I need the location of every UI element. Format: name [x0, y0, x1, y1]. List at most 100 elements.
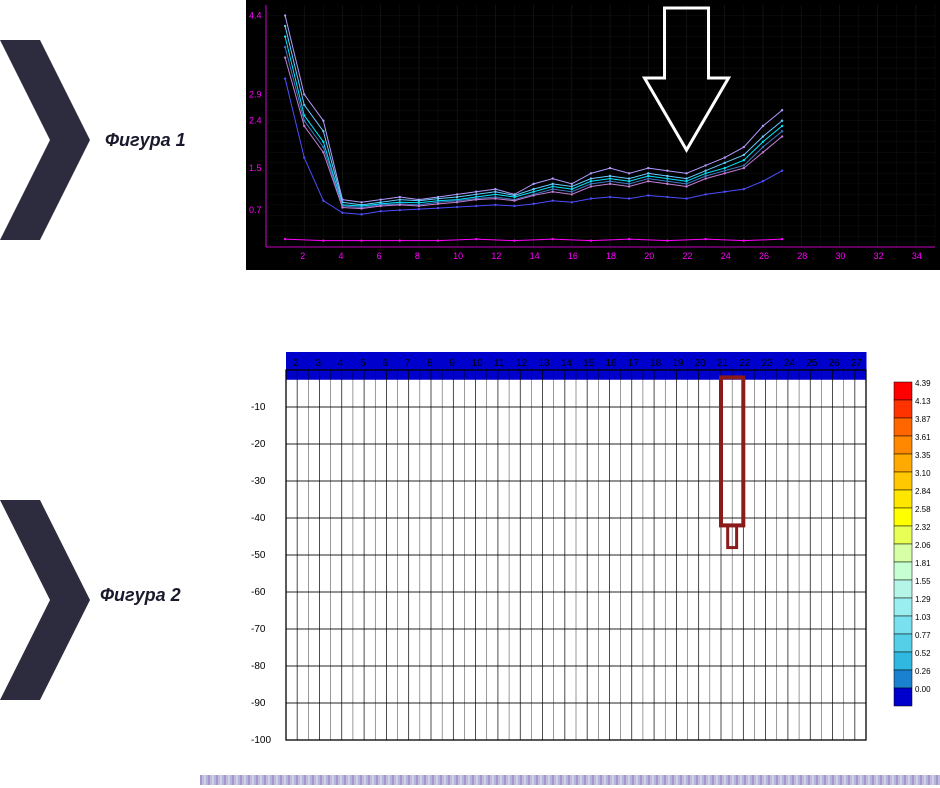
chart1-marker	[666, 177, 668, 179]
chart1-marker	[666, 196, 668, 198]
chart2-xtick: 3	[315, 358, 321, 369]
chart2-xtick: 2	[293, 358, 299, 369]
chart1-marker	[552, 188, 554, 190]
heatmap-cell	[531, 370, 543, 380]
chart1-marker	[532, 194, 534, 196]
legend-value: 3.87	[915, 415, 931, 424]
chart1-marker	[322, 130, 324, 132]
legend-value: 1.81	[915, 559, 931, 568]
chart1-marker	[724, 170, 726, 172]
chart1-marker	[609, 183, 611, 185]
chart2-xtick: 6	[382, 358, 388, 369]
chart1-marker	[743, 154, 745, 156]
chart1-marker	[666, 183, 668, 185]
chart2-ytick: -50	[251, 550, 266, 561]
chart1-marker	[399, 209, 401, 211]
chart1-marker	[437, 239, 439, 241]
chart1-marker	[724, 191, 726, 193]
chart1-marker	[590, 185, 592, 187]
chart1-marker	[513, 239, 515, 241]
heatmap-cell	[509, 370, 521, 380]
chart2-xtick: 7	[405, 358, 411, 369]
legend-value: 4.39	[915, 379, 931, 388]
chart2-xtick: 11	[494, 358, 505, 369]
chart2-xtick: 26	[829, 358, 841, 369]
chart2-xtick: 18	[650, 358, 662, 369]
chart1-marker	[571, 183, 573, 185]
chart1-marker	[724, 167, 726, 169]
chart2-ytick: -40	[251, 513, 266, 524]
chart2-xtick: 20	[695, 358, 707, 369]
chart1-marker	[647, 194, 649, 196]
heatmap-cell	[409, 370, 421, 380]
chart2-xtick: 19	[672, 358, 684, 369]
chart2-xtick: 12	[516, 358, 528, 369]
legend-value: 0.26	[915, 667, 931, 676]
chart1-marker	[666, 175, 668, 177]
chart1-marker	[685, 197, 687, 199]
heatmap-cell	[587, 370, 599, 380]
chart1-marker	[532, 203, 534, 205]
chart1-marker	[303, 104, 305, 106]
chart1-marker	[494, 204, 496, 206]
heatmap-cell	[297, 361, 309, 371]
decorative-strip	[200, 775, 940, 785]
chart1-marker	[781, 238, 783, 240]
chart2-svg: 2345678910111213141516171819202122232425…	[246, 352, 940, 752]
heatmap-cell	[342, 370, 354, 380]
legend-swatch	[894, 382, 912, 400]
heatmap-cell	[297, 370, 309, 380]
heatmap-cell	[799, 370, 811, 380]
chart1-marker	[418, 200, 420, 202]
chart1-marker	[781, 130, 783, 132]
chart1-marker	[437, 203, 439, 205]
legend-value: 3.10	[915, 469, 931, 478]
chart2-xtick: 22	[739, 358, 751, 369]
heatmap-cell	[487, 370, 499, 380]
chart1-marker	[552, 191, 554, 193]
chart2-xtick: 24	[784, 358, 796, 369]
chart1-xtick: 22	[683, 251, 693, 261]
heatmap-cell	[654, 370, 666, 380]
chart1-marker	[628, 172, 630, 174]
chart1-marker	[628, 185, 630, 187]
chart1-marker	[685, 180, 687, 182]
heatmap-cell	[788, 370, 800, 380]
chart1-marker	[609, 175, 611, 177]
chart1-container: 0.71.52.42.94.42468101214161820222426283…	[246, 0, 940, 270]
heatmap-cell	[598, 370, 610, 380]
legend-swatch	[894, 472, 912, 490]
chart1-marker	[494, 188, 496, 190]
chart1-marker	[532, 191, 534, 193]
chart1-marker	[475, 193, 477, 195]
chart1-marker	[437, 197, 439, 199]
chart1-marker	[360, 213, 362, 215]
chart1-marker	[552, 177, 554, 179]
chart1-marker	[743, 146, 745, 148]
heatmap-cell	[855, 370, 867, 380]
chart1-svg: 0.71.52.42.94.42468101214161820222426283…	[246, 0, 940, 270]
heatmap-cell	[386, 352, 398, 361]
chart2-xtick: 16	[605, 358, 617, 369]
heatmap-cell	[431, 361, 443, 371]
chart1-marker	[590, 180, 592, 182]
chart1-marker	[571, 201, 573, 203]
chart1-xtick: 18	[606, 251, 616, 261]
chart1-xtick: 34	[912, 251, 922, 261]
chart1-marker	[609, 180, 611, 182]
chart1-marker	[284, 46, 286, 48]
chart1-marker	[284, 238, 286, 240]
chart2-xtick: 21	[717, 358, 729, 369]
legend-swatch	[894, 454, 912, 472]
chart2-ytick: -10	[251, 402, 266, 413]
chart2-ytick: -80	[251, 661, 266, 672]
chart1-xtick: 6	[377, 251, 382, 261]
chart1-xtick: 12	[491, 251, 501, 261]
heatmap-cell	[498, 370, 510, 380]
chart1-marker	[475, 205, 477, 207]
heatmap-cell	[464, 370, 476, 380]
legend-value: 3.35	[915, 451, 931, 460]
chart1-marker	[360, 201, 362, 203]
pointer-shape-2	[0, 500, 90, 700]
heatmap-cell	[688, 370, 700, 380]
